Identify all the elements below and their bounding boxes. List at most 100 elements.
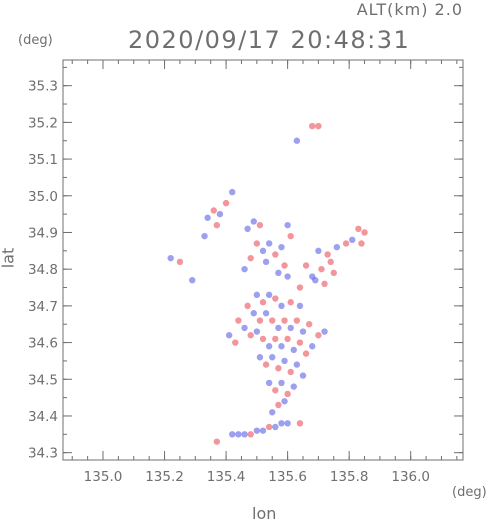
echo-point [265,240,273,247]
echo-point [259,427,267,434]
echo-point [361,229,368,236]
echo-point [293,137,301,144]
echo-point [315,122,322,130]
echo-point [275,324,282,332]
y-tick-label: 35.1 [28,152,58,168]
echo-point [278,243,285,251]
echo-point [235,431,242,438]
echo-point [315,247,322,255]
echo-point [272,387,279,394]
echo-point [232,339,239,346]
y-tick-label: 35.3 [28,79,58,95]
echo-point [272,251,279,258]
echo-point [213,438,221,445]
echo-point [256,221,264,229]
echo-point [284,335,291,343]
echo-point [241,324,248,332]
echo-point [287,299,294,306]
echo-point [253,291,261,299]
echo-point [256,354,264,361]
echo-point [275,365,282,372]
echo-point [275,401,282,409]
echo-point [281,317,288,324]
echo-point [290,383,297,390]
echo-point [259,299,267,306]
x-tick-label: 136.0 [391,469,430,485]
echo-point [167,254,174,262]
echo-point [284,221,291,229]
echo-point [284,420,291,427]
echo-point [327,258,334,266]
echo-point [321,328,328,335]
echo-point [342,240,350,247]
echo-point [253,427,261,434]
x-tick-label: 135.6 [268,469,307,485]
echo-point [358,240,365,247]
y-axis-unit: (deg) [18,33,53,48]
x-tick-label: 135.2 [145,469,184,485]
echo-point [259,335,267,343]
x-axis-unit: (deg) [452,485,487,500]
echo-point [250,310,257,317]
altitude-label: ALT(km) 2.0 [356,0,463,19]
echo-point [287,232,294,240]
echo-point [287,368,294,376]
echo-point [272,423,279,431]
echo-point [355,225,362,233]
echo-point [281,357,288,365]
y-tick-label: 35.2 [28,115,58,131]
echo-point [284,390,291,398]
echo-point [241,431,248,438]
echo-point [299,328,307,335]
echo-point [265,291,273,299]
echo-point [213,221,221,229]
echo-point [302,262,310,269]
echo-point [293,317,301,324]
echo-point [265,379,273,387]
echo-point [262,258,270,266]
echo-point [305,321,313,328]
echo-point [253,240,261,247]
x-tick-label: 135.4 [207,469,246,485]
y-tick-label: 34.5 [28,372,58,388]
echo-point [210,207,217,214]
echo-point [269,409,276,416]
echo-point [225,332,233,339]
echo-point [244,225,251,233]
echo-point [281,262,288,269]
echo-point [247,332,254,339]
y-tick-label: 34.8 [28,262,58,278]
echo-point [318,265,325,273]
echo-point [330,269,337,277]
echo-point [259,247,267,255]
echo-point [296,420,304,427]
echo-point [269,317,276,324]
y-tick-label: 34.4 [28,409,58,425]
echo-point [278,343,285,350]
echo-point [262,361,270,368]
echo-point [216,210,224,218]
echo-point [250,218,257,225]
echo-point [293,361,301,368]
echo-point [312,276,319,284]
echo-point [315,332,322,339]
echo-point [265,423,273,431]
echo-point [321,280,328,288]
echo-point [244,302,251,310]
echo-point [201,232,208,240]
echo-point [281,398,288,405]
echo-point [204,214,211,221]
x-axis-label: lon [252,504,277,523]
echo-point [272,295,279,302]
y-tick-label: 34.7 [28,299,58,315]
echo-point [284,273,291,280]
echo-point [287,324,294,332]
echo-point [189,276,196,284]
echo-point [229,188,236,196]
y-tick-label: 35.0 [28,189,58,205]
y-tick-label: 34.3 [28,446,58,462]
echo-point [302,350,310,357]
echo-point [278,420,285,427]
echo-point [247,431,254,438]
